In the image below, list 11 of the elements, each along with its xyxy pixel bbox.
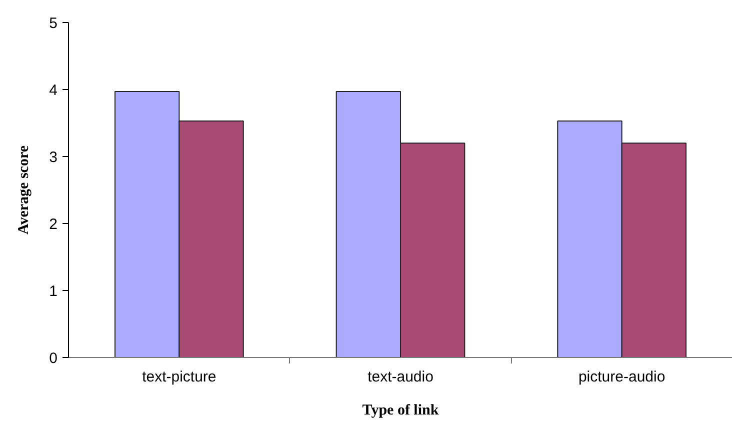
x-axis-title: Type of link <box>362 402 440 418</box>
y-tick-label: 4 <box>49 82 58 99</box>
x-tick-label: text-picture <box>142 368 216 386</box>
y-tick-label: 1 <box>49 283 58 300</box>
y-tick-label: 2 <box>49 216 58 233</box>
y-tick-label: 5 <box>49 15 58 32</box>
x-tick-label: picture-audio <box>578 368 666 386</box>
y-axis-title: Average score <box>16 145 32 234</box>
x-tick-label: text-audio <box>368 368 434 386</box>
y-tick-label: 0 <box>49 350 58 367</box>
y-tick-label: 3 <box>49 149 58 166</box>
